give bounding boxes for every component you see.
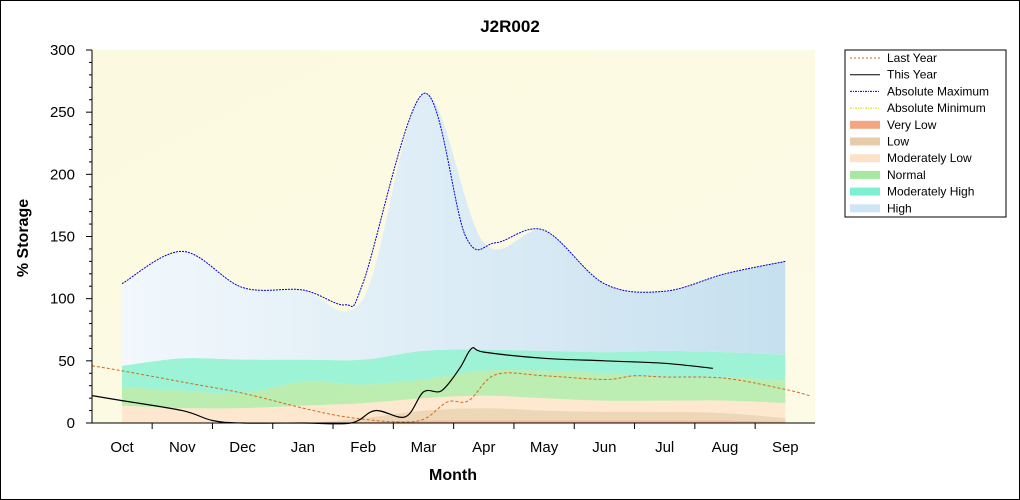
x-tick-label: Nov xyxy=(169,439,196,456)
band-moderately-low xyxy=(122,395,786,424)
legend-label: Moderately High xyxy=(887,185,974,199)
x-ticks: Oct Nov Dec Jan Feb Mar Apr May Jun Jul Aug Sep xyxy=(110,423,799,456)
legend-label: Absolute Maximum xyxy=(887,84,989,98)
band-moderately-high xyxy=(122,349,786,394)
y-tick-label: 0 xyxy=(67,415,75,432)
legend-label: High xyxy=(887,201,912,215)
y-ticks: 0 50 100 150 200 250 300 xyxy=(50,42,92,432)
x-axis-title: Month xyxy=(429,467,477,484)
x-tick-label: Feb xyxy=(350,439,376,456)
band-very-low xyxy=(122,420,786,424)
legend-label: Absolute Minimum xyxy=(887,101,986,115)
series-absolute-maximum xyxy=(121,92,786,308)
bands-layer xyxy=(122,93,786,424)
legend-swatch xyxy=(850,204,880,213)
y-tick-label: 100 xyxy=(50,291,75,308)
y-tick-label: 200 xyxy=(50,166,75,183)
legend-label: Normal xyxy=(887,168,926,182)
series-this-year xyxy=(91,347,713,425)
legend-label: Very Low xyxy=(887,118,937,132)
band-normal xyxy=(122,370,786,409)
x-tick-label: Dec xyxy=(229,439,256,456)
legend-label: Moderately Low xyxy=(887,151,972,165)
x-tick-label: May xyxy=(530,439,559,456)
legend-label: This Year xyxy=(887,68,937,82)
x-tick-label: Mar xyxy=(411,439,437,456)
x-tick-label: Aug xyxy=(712,439,739,456)
legend-swatch xyxy=(850,120,880,129)
y-tick-label: 250 xyxy=(50,104,75,121)
chart-title: J2R002 xyxy=(480,17,540,36)
y-tick-label: 300 xyxy=(50,42,75,59)
legend-label: Last Year xyxy=(887,51,937,65)
legend-swatch xyxy=(850,170,880,179)
x-tick-label: Apr xyxy=(472,439,495,456)
legend-swatch xyxy=(850,154,880,163)
x-tick-label: Jul xyxy=(655,439,674,456)
x-tick-label: Oct xyxy=(110,439,134,456)
series-last-year xyxy=(91,365,810,423)
x-tick-label: Jun xyxy=(592,439,616,456)
y-tick-label: 150 xyxy=(50,229,75,246)
y-tick-label: 50 xyxy=(58,353,75,370)
x-tick-label: Jan xyxy=(291,439,315,456)
legend: Last Year This Year Absolute Maximum Absolu… xyxy=(844,49,1007,218)
legend-swatch xyxy=(850,137,880,146)
band-high xyxy=(122,93,786,366)
band-low xyxy=(122,408,786,424)
x-tick-label: Sep xyxy=(772,439,799,456)
y-axis-title: % Storage xyxy=(15,199,32,277)
legend-label: Low xyxy=(887,135,909,149)
legend-swatch xyxy=(850,187,880,196)
